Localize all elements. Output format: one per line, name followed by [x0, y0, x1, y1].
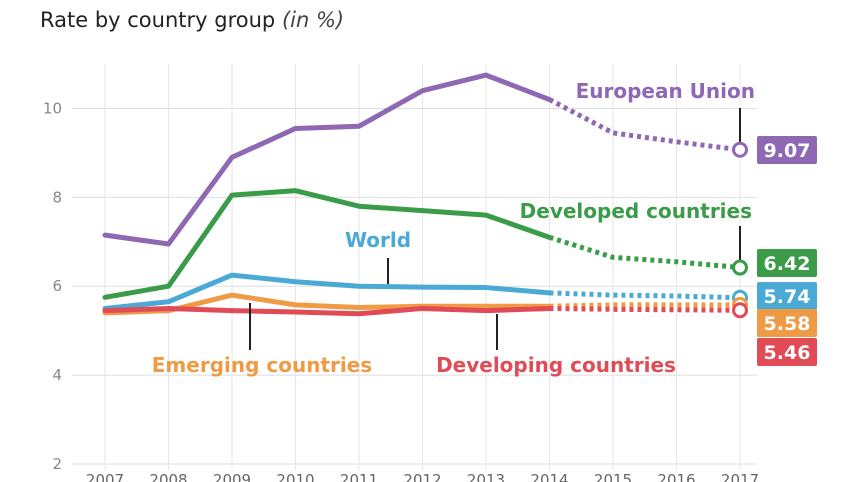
value-badge-world — [757, 282, 817, 310]
x-tick-label: 2012 — [403, 471, 441, 482]
series-label-developed-countries: Developed countries — [520, 199, 752, 223]
value-label-developed-countries: 6.42 — [764, 253, 811, 275]
x-tick-label: 2015 — [594, 471, 632, 482]
x-tick-label: 2010 — [276, 471, 314, 482]
x-tick-label: 2007 — [86, 471, 124, 482]
end-marker-developing-countries — [732, 302, 748, 319]
value-label-developing-countries: 5.46 — [764, 342, 811, 364]
y-tick-label: 4 — [52, 366, 62, 384]
y-tick-label: 10 — [43, 99, 62, 117]
x-tick-label: 2009 — [213, 471, 251, 482]
x-tick-label: 2011 — [340, 471, 378, 482]
y-tick-label: 2 — [52, 455, 62, 473]
series-label-world: World — [345, 228, 411, 252]
subtitle-main: Rate by country group — [40, 8, 276, 32]
x-tick-label: 2016 — [657, 471, 695, 482]
value-badge-emerging-countries — [757, 309, 817, 337]
series-line-developed-countries — [102, 188, 552, 300]
end-markers: 9.07 6.42 5.74 5.58 5.46 — [732, 136, 817, 366]
x-tick-label: 2008 — [149, 471, 187, 482]
series-line-developing-countries — [102, 305, 552, 317]
subtitle-unit: (in %) — [281, 8, 345, 32]
x-tick-label: 2013 — [467, 471, 505, 482]
series-line-european-union — [102, 72, 552, 247]
series-projection-developed-countries — [548, 234, 741, 271]
value-label-world: 5.74 — [764, 286, 811, 308]
end-marker-european-union — [732, 141, 748, 158]
value-label-emerging-countries: 5.58 — [764, 313, 811, 335]
series-label-european-union: European Union — [576, 79, 755, 103]
grid: 2 4 6 8 10 2007 2008 2009 2010 2011 2012 2013 2014 20… — [43, 64, 759, 482]
y-tick-label: 8 — [52, 188, 62, 206]
x-tick-label: 2014 — [530, 471, 568, 482]
series-labels: European Union Developed countries World Em… — [152, 79, 755, 377]
value-badge-european-union — [757, 136, 817, 164]
series-lines — [102, 72, 741, 317]
leader-lines — [249, 108, 741, 350]
series-projection-developing-countries — [549, 305, 741, 313]
series-projection-world — [549, 290, 741, 301]
y-tick-label: 6 — [52, 277, 62, 295]
series-label-developing-countries: Developing countries — [436, 353, 676, 377]
series-label-emerging-countries: Emerging countries — [152, 353, 372, 377]
value-badge-developing-countries — [757, 338, 817, 366]
series-line-world — [102, 272, 552, 311]
value-badge-developed-countries — [757, 249, 817, 277]
x-tick-label: 2017 — [721, 471, 759, 482]
end-marker-developed-countries — [732, 259, 748, 276]
value-label-european-union: 9.07 — [764, 140, 811, 162]
series-projection-emerging-countries — [549, 302, 740, 309]
series-projection-european-union — [548, 97, 741, 153]
chart-subtitle: Rate by country group (in %) — [40, 8, 344, 32]
